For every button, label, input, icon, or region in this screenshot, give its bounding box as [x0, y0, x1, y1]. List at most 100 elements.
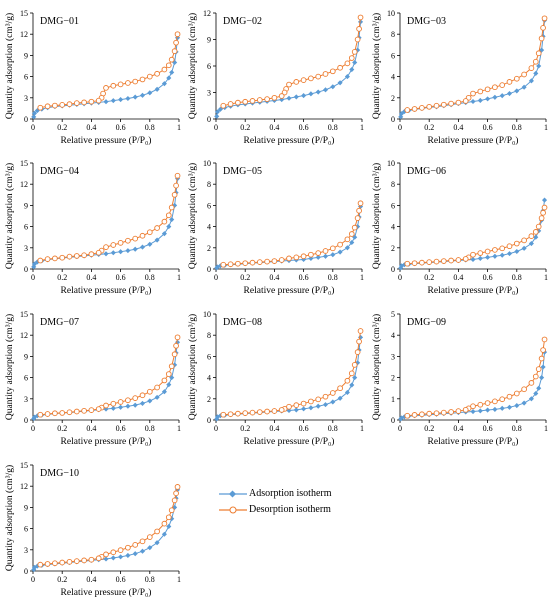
x-tick-label: 0.6	[483, 123, 493, 132]
adsorption-point	[147, 398, 153, 404]
y-tick-label: 6	[391, 51, 395, 60]
x-tick-label: 0.4	[86, 273, 96, 282]
y-tick-label: 8	[207, 331, 211, 340]
y-axis-title: Quantity adsorption (cm³/g)	[371, 163, 382, 269]
desorption-point	[110, 400, 117, 407]
x-tick-label: 0.2	[240, 424, 250, 433]
adsorption-point	[139, 548, 146, 554]
adsorption-point	[301, 406, 307, 412]
x-tick-label: 0	[214, 273, 218, 282]
y-tick-label: 0	[24, 567, 28, 576]
desorption-point	[532, 58, 539, 65]
desorption-series-line	[223, 203, 362, 266]
adsorption-point	[357, 19, 364, 25]
adsorption-point	[506, 251, 513, 257]
desorption-series-line	[40, 337, 179, 416]
x-tick-label: 1	[360, 424, 364, 433]
desorption-series-line	[223, 330, 362, 416]
x-tick-label: 0	[31, 273, 35, 282]
desorption-point	[357, 200, 364, 207]
x-tick-label: 0.2	[240, 273, 250, 282]
adsorption-point	[293, 94, 299, 100]
y-tick-label: 6	[207, 352, 211, 361]
desorption-point	[37, 411, 44, 418]
desorption-point	[337, 64, 343, 71]
y-tick-label: 10	[203, 159, 211, 168]
desorption-point	[161, 218, 168, 225]
desorption-point	[37, 257, 44, 264]
desorption-point	[278, 407, 285, 413]
desorption-point	[95, 406, 102, 412]
desorption-point	[88, 251, 95, 258]
desorption-point	[44, 103, 51, 110]
adsorption-point	[103, 251, 109, 257]
x-tick-label: 1	[544, 123, 548, 132]
desorption-point	[171, 191, 178, 198]
desorption-point	[271, 94, 278, 101]
desorption-point	[52, 560, 58, 567]
y-tick-label: 15	[20, 461, 28, 470]
adsorption-point	[132, 246, 138, 252]
desorption-point	[125, 237, 131, 244]
adsorption-point	[118, 97, 124, 103]
adsorption-point	[330, 399, 336, 405]
desorption-point	[154, 528, 160, 535]
x-tick-label: 0.2	[57, 273, 67, 282]
legend-label-adsorption: Adsorption isotherm	[249, 488, 332, 499]
desorption-point	[174, 31, 181, 38]
y-axis-title: Quantity adsorption (cm³/g)	[371, 314, 382, 420]
desorption-point	[37, 561, 44, 568]
y-axis-title: Quantity adsorption (cm³/g)	[4, 13, 15, 119]
desorption-point	[477, 250, 484, 256]
adsorption-point	[154, 394, 160, 400]
desorption-point	[535, 50, 542, 57]
desorption-point	[348, 55, 355, 61]
desorption-series-line	[40, 486, 179, 566]
adsorption-point	[492, 253, 498, 259]
desorption-point	[81, 557, 87, 564]
desorption-point	[419, 259, 425, 266]
desorption-point	[426, 410, 433, 417]
desorption-point	[73, 558, 80, 564]
y-tick-label: 12	[20, 180, 28, 189]
desorption-point	[103, 244, 109, 250]
desorption-point	[174, 172, 181, 179]
desorption-point	[125, 544, 131, 551]
adsorption-point	[139, 92, 146, 98]
desorption-series-line	[223, 17, 362, 107]
desorption-point	[538, 35, 545, 42]
adsorption-point	[125, 552, 131, 558]
y-tick-label: 6	[207, 62, 211, 71]
y-tick-label: 12	[20, 331, 28, 340]
adsorption-point	[499, 93, 505, 99]
desorption-point	[73, 100, 80, 106]
y-axis-title: Quantity adsorption (cm³/g)	[4, 163, 15, 269]
adsorption-point	[541, 197, 548, 203]
desorption-point	[492, 398, 498, 405]
desorption-point	[242, 260, 249, 267]
x-tick-label: 0	[214, 424, 218, 433]
desorption-point	[499, 245, 506, 252]
desorption-point	[538, 215, 545, 221]
desorption-point	[171, 351, 178, 358]
x-tick-label: 0.4	[269, 424, 279, 433]
y-tick-label: 4	[391, 331, 395, 340]
isotherm-panel-7: 0 3 6 9 12 15 0 0.2 0.4 0.6 0.8 1 DMG−07 Relative pre…	[4, 310, 181, 447]
desorption-point	[532, 229, 539, 235]
desorption-point	[477, 88, 484, 95]
desorption-point	[88, 407, 95, 413]
desorption-point	[308, 75, 314, 82]
adsorption-point	[118, 554, 124, 560]
y-tick-label: 12	[20, 482, 28, 491]
desorption-point	[264, 258, 270, 265]
desorption-point	[95, 97, 102, 104]
desorption-point	[521, 386, 527, 393]
desorption-point	[351, 224, 358, 231]
desorption-point	[419, 411, 425, 418]
desorption-point	[470, 403, 476, 410]
y-tick-label: 3	[24, 94, 28, 103]
x-tick-label: 0.4	[86, 123, 96, 132]
y-tick-label: 6	[24, 223, 28, 232]
desorption-point	[535, 223, 542, 230]
desorption-point	[281, 89, 288, 96]
